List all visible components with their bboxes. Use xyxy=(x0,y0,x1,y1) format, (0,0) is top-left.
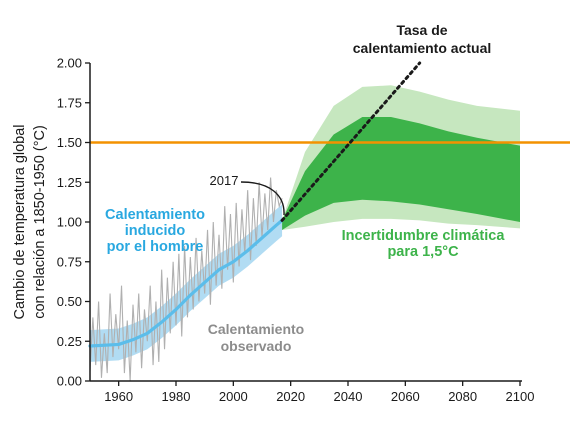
human-induced-band xyxy=(90,204,283,362)
x-tick-label: 2100 xyxy=(506,389,535,404)
y-tick-label: 0.00 xyxy=(57,374,82,389)
x-tick-label: 2060 xyxy=(391,389,420,404)
x-tick-label: 1960 xyxy=(104,389,133,404)
rate-line-layer xyxy=(280,61,422,222)
ticks-layer: 0.00 0.25 0.50 0.75 1.00 1.25 1.50 1.75 2.00 1960… xyxy=(57,56,535,405)
year-2017-pointer xyxy=(240,181,285,216)
y-tick-label: 0.25 xyxy=(57,334,82,349)
human-label-line2: inducido xyxy=(125,223,186,239)
observed-label-line2: observado xyxy=(221,338,292,354)
bands-layer xyxy=(90,85,520,362)
x-tick-label: 2000 xyxy=(219,389,248,404)
uncertainty-label-line2: para 1,5°C xyxy=(387,244,459,260)
y-axis-label-line2: con relación a 1850-1950 (°C) xyxy=(32,125,48,319)
rate-label-line2: calentamiento actual xyxy=(353,40,492,56)
inner-uncertainty-band xyxy=(282,117,520,230)
y-tick-label: 1.50 xyxy=(57,135,82,150)
x-tick-label: 2040 xyxy=(334,389,363,404)
y-tick-label: 1.25 xyxy=(57,175,82,190)
human-induced-warming-line xyxy=(88,218,284,348)
y-tick-label: 0.50 xyxy=(57,294,82,309)
y-tick-label: 0.75 xyxy=(57,254,82,269)
y-tick-label: 1.75 xyxy=(57,95,82,110)
x-tick-label: 1980 xyxy=(162,389,191,404)
uncertainty-label-line1: Incertidumbre climática xyxy=(342,228,506,244)
rate-label-line1: Tasa de xyxy=(396,22,447,38)
y-tick-label: 2.00 xyxy=(57,56,82,71)
current-rate-line xyxy=(280,61,422,222)
x-tick-label: 2020 xyxy=(276,389,305,404)
observed-label-line1: Calentamiento xyxy=(208,321,304,337)
y-tick-label: 1.00 xyxy=(57,215,82,230)
human-label-line3: por el hombre xyxy=(107,239,204,255)
human-layer xyxy=(88,218,284,348)
human-label-line1: Calentamiento xyxy=(105,207,205,223)
y-axis-label-line1: Cambio de temperatura global xyxy=(12,124,28,319)
x-tick-label: 2080 xyxy=(448,389,477,404)
year-2017-label: 2017 xyxy=(210,173,239,188)
